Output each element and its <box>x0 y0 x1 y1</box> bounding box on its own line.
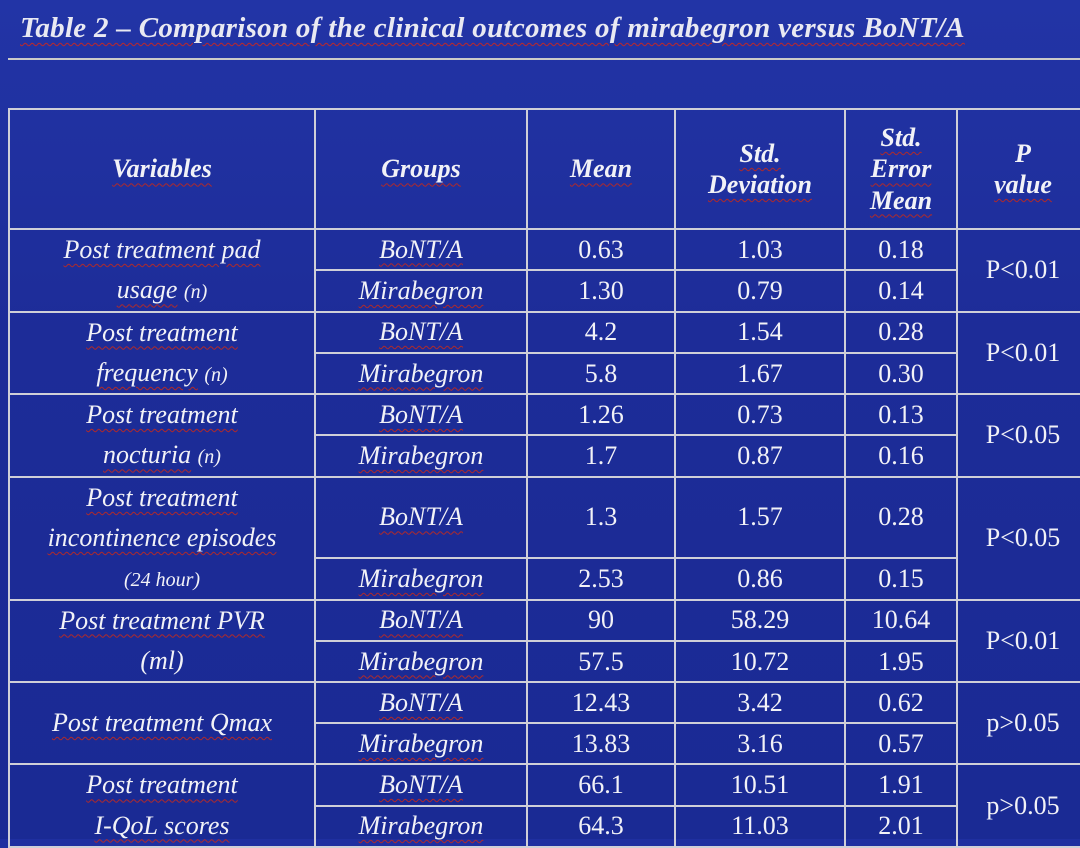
mean-cell: 66.1 <box>526 763 676 807</box>
group-cell: BoNT/A <box>314 475 528 560</box>
variable-cell: Post treatment pad usage (n) <box>8 228 316 313</box>
group-cell: BoNT/A <box>314 681 528 725</box>
p-value-cell: P<0.01 <box>956 598 1080 684</box>
table-title: Table 2 – Comparison of the clinical out… <box>20 12 965 44</box>
sem-cell: 0.62 <box>844 681 958 725</box>
sem-cell: 0.18 <box>844 227 958 272</box>
group-cell: Mirabegron <box>314 434 528 478</box>
table-row: Post treatment frequency (n) BoNT/A 4.2 1… <box>8 310 1080 396</box>
sem-cell: 0.15 <box>844 557 958 601</box>
mean-cell: 1.26 <box>526 393 676 437</box>
sd-cell: 1.03 <box>674 227 846 272</box>
variable-cell: Post treatment PVR (ml) <box>8 598 316 684</box>
group-cell: Mirabegron <box>314 722 528 766</box>
sem-cell: 0.14 <box>844 269 958 313</box>
sd-cell: 0.87 <box>674 434 846 478</box>
sd-cell: 0.79 <box>674 269 846 313</box>
sem-cell: 1.91 <box>844 763 958 807</box>
group-cell: Mirabegron <box>314 639 528 684</box>
group-cell: BoNT/A <box>314 598 528 642</box>
sem-cell: 0.28 <box>844 310 958 354</box>
table-row: Post treatment pad usage (n) BoNT/A 0.63 … <box>8 227 1080 313</box>
group-cell: BoNT/A <box>314 227 528 272</box>
group-cell: Mirabegron <box>314 269 528 313</box>
table-row: Mirabegron 2.53 0.86 0.15 <box>9 557 1080 601</box>
mean-cell: 1.3 <box>526 475 676 560</box>
sem-cell: 1.95 <box>844 639 958 684</box>
sem-cell: 2.01 <box>844 804 958 848</box>
sd-cell: 3.42 <box>674 681 846 725</box>
table-row: Mirabegron 57.5 10.72 1.95 <box>9 639 1080 684</box>
sem-cell: 0.16 <box>844 434 958 478</box>
group-cell: Mirabegron <box>314 351 528 396</box>
header-mean: Mean <box>526 108 676 230</box>
comparison-table: Variables Groups Mean Std. Deviation Std.… <box>8 108 1080 848</box>
p-value-cell: p>0.05 <box>956 681 1080 766</box>
p-value-cell: P<0.05 <box>956 475 1080 601</box>
table-row: Post treatment PVR (ml) BoNT/A 90 58.29 1… <box>8 598 1080 684</box>
mean-cell: 90 <box>526 598 676 642</box>
sem-cell: 0.28 <box>844 475 958 560</box>
group-cell: BoNT/A <box>314 763 528 807</box>
sd-cell: 10.51 <box>674 763 846 807</box>
sem-cell: 0.13 <box>844 393 958 437</box>
p-value-cell: P<0.01 <box>956 228 1080 313</box>
p-value-cell: P<0.01 <box>956 310 1080 396</box>
header-variables: Variables <box>8 108 316 230</box>
sd-cell: 0.86 <box>674 557 846 601</box>
sd-cell: 1.67 <box>674 351 846 396</box>
mean-cell: 12.43 <box>526 681 676 725</box>
mean-cell: 57.5 <box>526 639 676 684</box>
table-row: Post treatment Qmax BoNT/A 12.43 3.42 0.… <box>8 681 1080 766</box>
sd-cell: 10.72 <box>674 639 846 684</box>
mean-cell: 64.3 <box>526 804 676 848</box>
variable-cell: Post treatment I-QoL scores <box>8 763 316 848</box>
variable-cell: Post treatment Qmax <box>8 681 316 766</box>
sd-cell: 58.29 <box>674 598 846 642</box>
sem-cell: 10.64 <box>844 598 958 642</box>
table-row: Mirabegron 1.7 0.87 0.16 <box>9 434 1080 478</box>
mean-cell: 13.83 <box>526 722 676 766</box>
mean-cell: 1.30 <box>526 269 676 313</box>
variable-cell: Post treatment nocturia (n) <box>8 393 316 478</box>
header-row: Variables Groups Mean Std. Deviation Std.… <box>8 108 1080 230</box>
table-row: Mirabegron 1.30 0.79 0.14 <box>9 269 1080 313</box>
sd-cell: 1.54 <box>674 310 846 354</box>
mean-cell: 4.2 <box>526 310 676 354</box>
group-cell: Mirabegron <box>314 557 528 601</box>
sd-cell: 11.03 <box>674 804 846 848</box>
variable-cell: Post treatment incontinence episodes (24 h… <box>8 475 316 601</box>
table-row: Post treatment nocturia (n) BoNT/A 1.26 0… <box>8 393 1080 478</box>
mean-cell: 5.8 <box>526 351 676 396</box>
header-groups: Groups <box>314 108 528 230</box>
title-bar: Table 2 – Comparison of the clinical out… <box>8 0 1080 60</box>
p-value-cell: p>0.05 <box>956 763 1080 848</box>
group-cell: Mirabegron <box>314 804 528 848</box>
variable-cell: Post treatment frequency (n) <box>8 310 316 396</box>
table-row: Mirabegron 13.83 3.16 0.57 <box>9 722 1080 766</box>
p-value-cell: P<0.05 <box>956 393 1080 478</box>
mean-cell: 1.7 <box>526 434 676 478</box>
table-row: Mirabegron 5.8 1.67 0.30 <box>9 351 1080 396</box>
group-cell: BoNT/A <box>314 393 528 437</box>
table-row: Post treatment I-QoL scores BoNT/A 66.1 1… <box>8 763 1080 848</box>
group-cell: BoNT/A <box>314 310 528 354</box>
sd-cell: 3.16 <box>674 722 846 766</box>
header-std-error-mean: Std. Error Mean <box>844 108 958 230</box>
mean-cell: 2.53 <box>526 557 676 601</box>
header-std-deviation: Std. Deviation <box>674 108 846 230</box>
sd-cell: 1.57 <box>674 475 846 560</box>
sem-cell: 0.30 <box>844 351 958 396</box>
sem-cell: 0.57 <box>844 722 958 766</box>
mean-cell: 0.63 <box>526 227 676 272</box>
sd-cell: 0.73 <box>674 393 846 437</box>
table-row: Post treatment incontinence episodes (24 h… <box>8 475 1080 601</box>
